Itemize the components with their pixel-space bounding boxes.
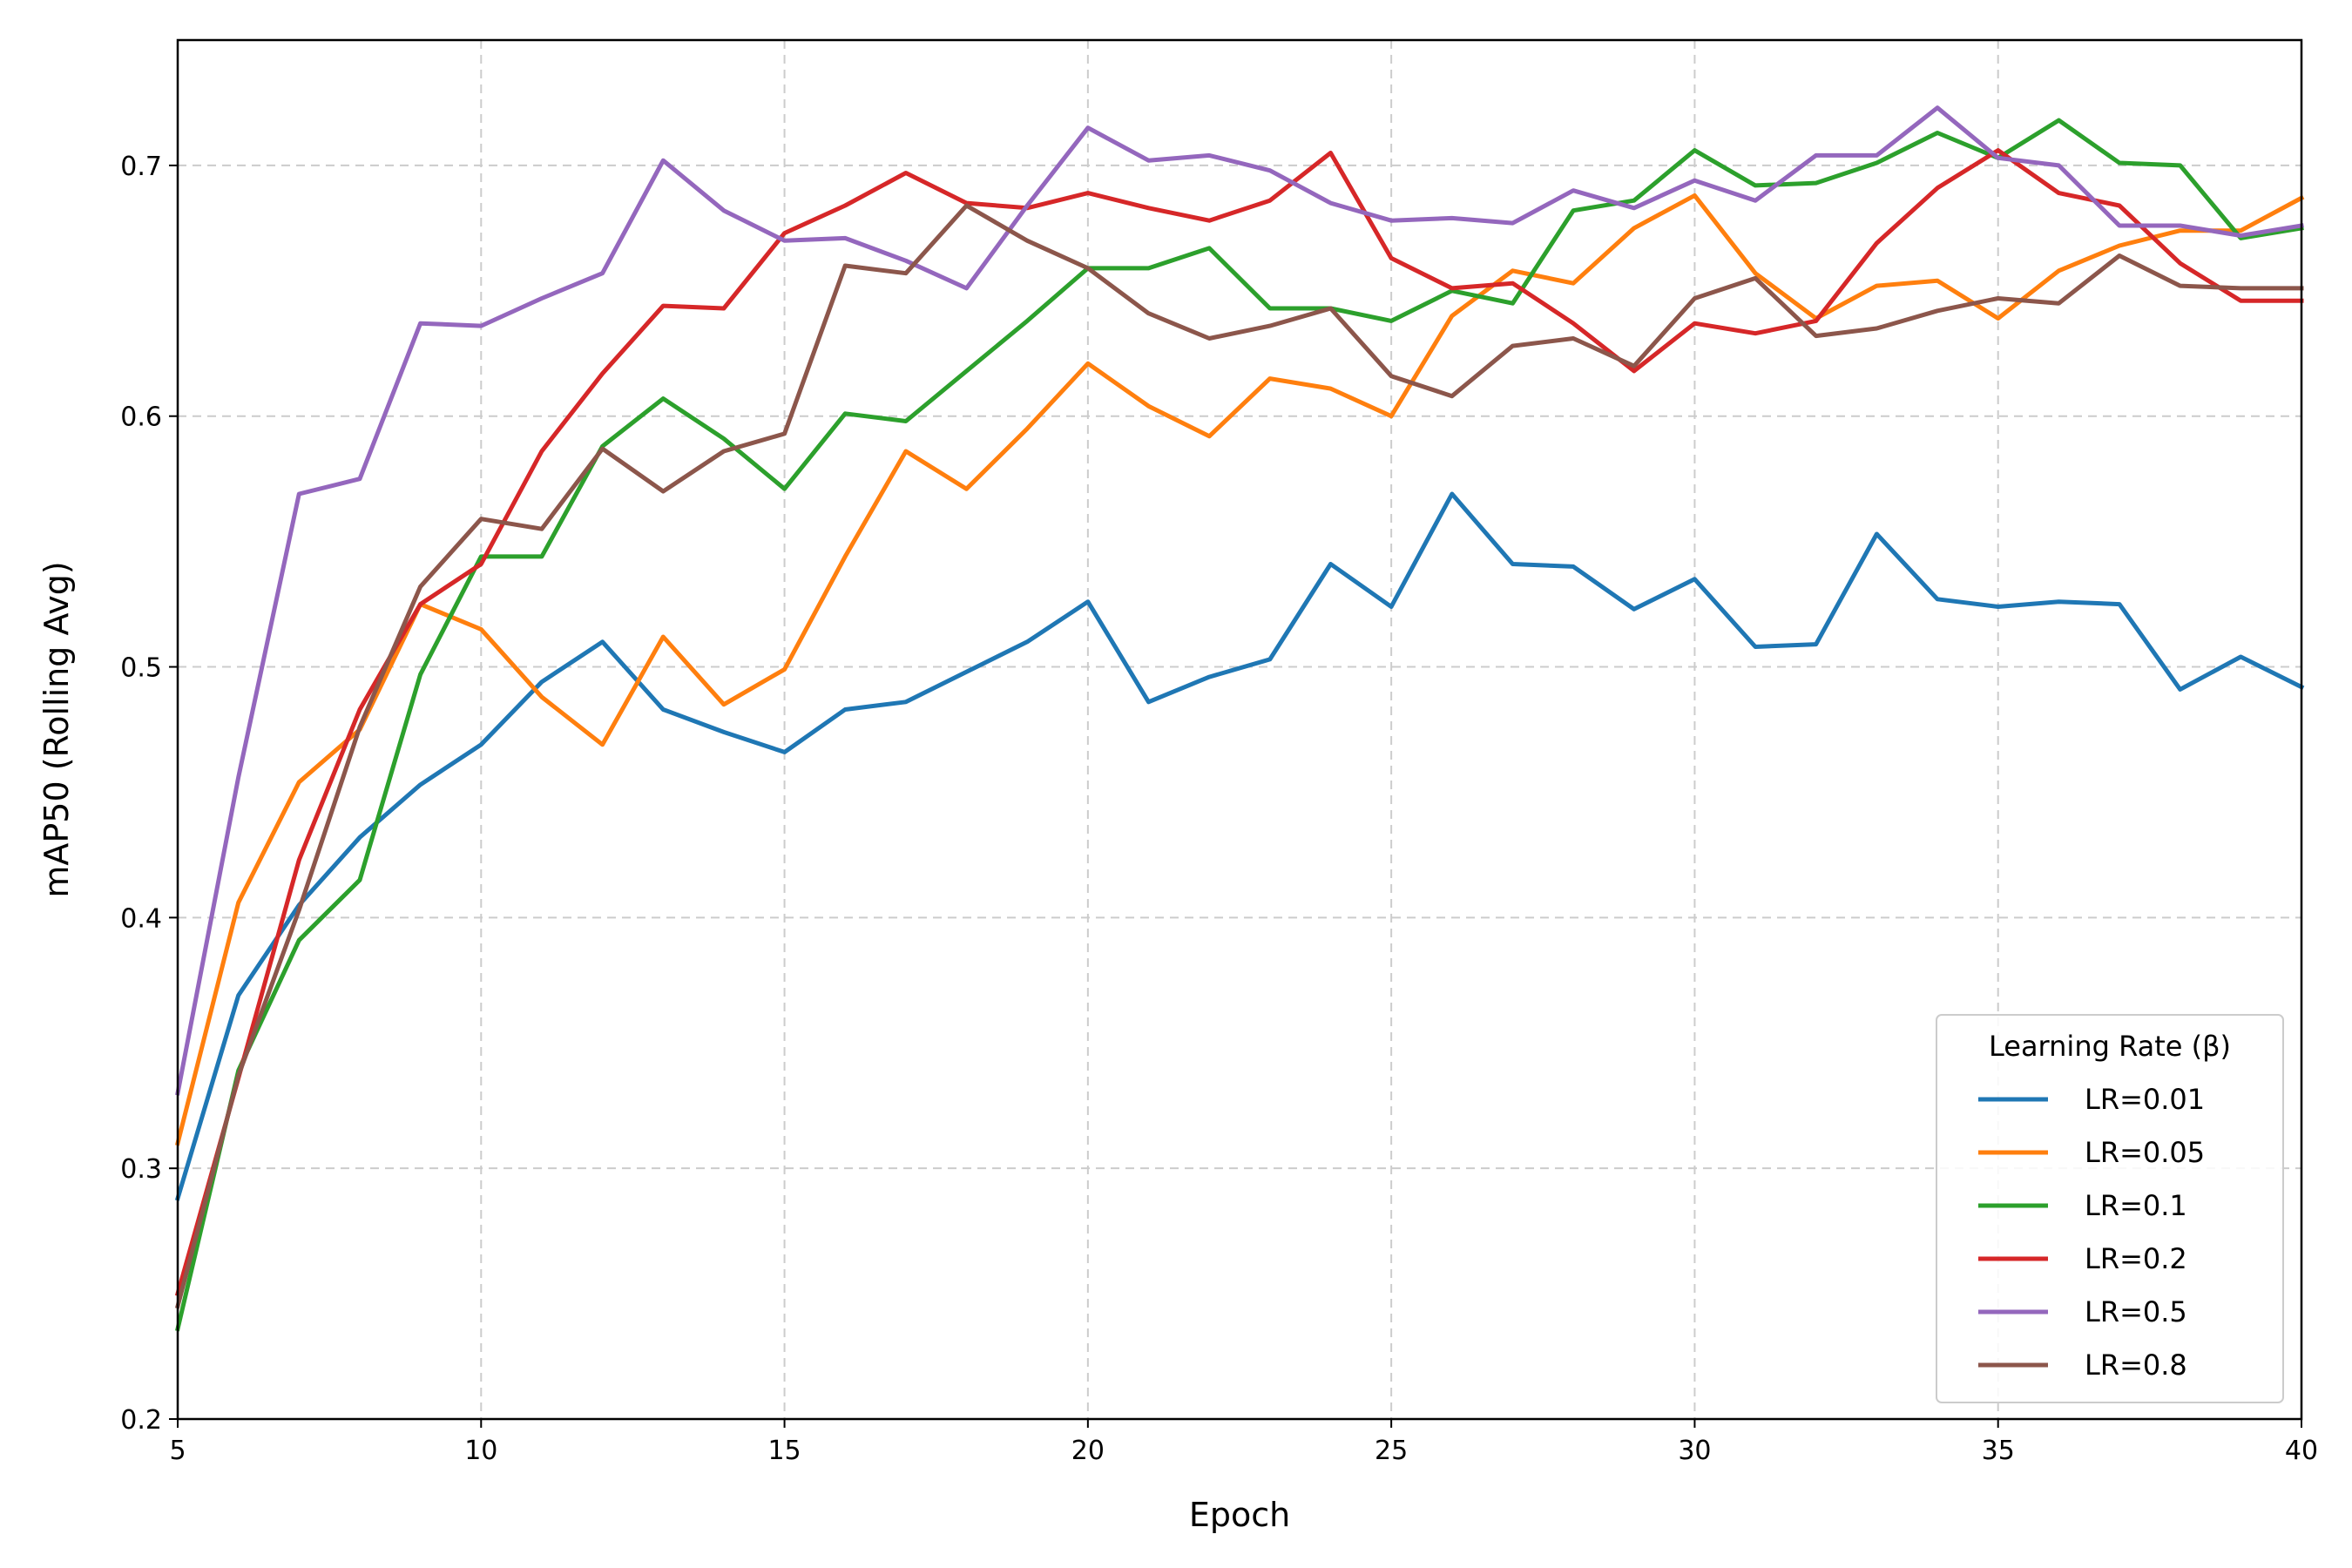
y-tick-label: 0.4 — [120, 903, 162, 934]
x-tick-label: 20 — [1071, 1436, 1105, 1466]
legend-label: LR=0.01 — [2085, 1083, 2205, 1116]
y-tick-label: 0.5 — [120, 653, 162, 684]
legend-label: LR=0.1 — [2085, 1189, 2187, 1222]
x-axis-title: Epoch — [1189, 1496, 1290, 1534]
legend: Learning Rate (β) LR=0.01LR=0.05LR=0.1LR… — [1936, 1014, 2284, 1403]
legend-items: LR=0.01 LR=0.05 LR=0.1 LR=0.2 LR=0.5 LR=0.8 — [1978, 1083, 2205, 1382]
x-tick-label: 15 — [767, 1436, 801, 1466]
x-tick-label: 40 — [2285, 1436, 2318, 1466]
series-line-6 — [174, 203, 2304, 1309]
series-line-5 — [175, 105, 2304, 1096]
x-tick-label: 5 — [169, 1436, 186, 1466]
y-axis-title: mAP50 (Rolling Avg) — [37, 561, 76, 897]
legend-label: LR=0.5 — [2085, 1295, 2187, 1328]
y-tick-label: 0.6 — [120, 402, 162, 433]
y-tick-label: 0.3 — [120, 1154, 162, 1185]
x-tick-label: 35 — [1982, 1436, 2015, 1466]
legend-box — [1936, 1014, 2284, 1403]
series-line-4 — [174, 148, 2304, 1297]
ticks: 5 10 15 20 25 30 35 40 0.2 0.3 0.4 0.5 0.6 0.7 — [120, 152, 2318, 1466]
y-tick-label: 0.7 — [120, 152, 162, 182]
legend-label: LR=0.05 — [2085, 1136, 2205, 1169]
series-line-2 — [174, 193, 2305, 1146]
series-line-1 — [174, 491, 2305, 1201]
legend-label: LR=0.2 — [2085, 1242, 2187, 1275]
series-line-3 — [174, 118, 2304, 1332]
x-tick-label: 10 — [464, 1436, 497, 1466]
y-tick-label: 0.2 — [120, 1405, 162, 1436]
legend-label: LR=0.8 — [2085, 1348, 2187, 1382]
series-lines — [174, 105, 2305, 1332]
legend-title: Learning Rate (β) — [1989, 1030, 2231, 1063]
x-tick-label: 30 — [1678, 1436, 1711, 1466]
plot-frame — [176, 38, 2303, 1421]
x-tick-label: 25 — [1375, 1436, 1408, 1466]
